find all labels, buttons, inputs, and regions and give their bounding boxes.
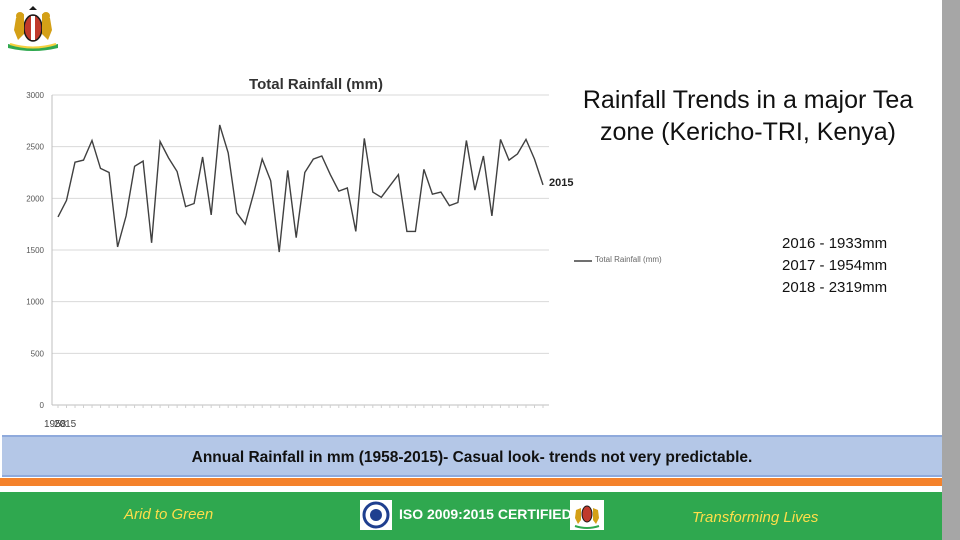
recent-rainfall-list: 2016 - 1933mm 2017 - 1954mm 2018 - 2319m… [782, 233, 887, 299]
footer-slogan-left: Arid to Green [124, 506, 214, 523]
footer-white-stripe [0, 486, 942, 492]
footer-iso-text: ISO 2009:2015 CERTIFIED [399, 506, 572, 522]
recent-rainfall-2017: 2017 - 1954mm [782, 257, 888, 274]
y-tick-2500: 2500 [26, 143, 44, 152]
chart-caption: Annual Rainfall in mm (1958-2015)- Casua… [191, 449, 753, 466]
x-tick-end: 2015 [54, 419, 77, 430]
slide-heading: Rainfall Trends in a major Tea zone (Ker… [582, 86, 914, 146]
y-tick-1000: 1000 [26, 298, 44, 307]
y-tick-0: 0 [40, 401, 45, 410]
right-edge-bar [942, 0, 960, 540]
line-end-label: 2015 [549, 177, 573, 189]
y-tick-1500: 1500 [26, 246, 44, 255]
footer-orange-stripe [0, 478, 942, 486]
y-tick-2000: 2000 [26, 194, 44, 203]
legend-label: Total Rainfall (mm) [595, 255, 662, 264]
recent-rainfall-2016: 2016 - 1933mm [782, 235, 888, 252]
kenya-coat-of-arms-icon [8, 6, 58, 51]
coat-of-arms-small-icon [570, 500, 604, 530]
x-tick-start: 1958 [44, 419, 67, 430]
footer-slogan-right: Transforming Lives [692, 509, 819, 526]
iso-badge-icon [360, 500, 392, 530]
series-line-total-rainfall [57, 124, 544, 253]
recent-rainfall-2018: 2018 - 2319mm [782, 279, 888, 296]
caption-bar: Annual Rainfall in mm (1958-2015)- Casua… [2, 435, 942, 477]
rainfall-line-chart: Total Rainfall (mm) 0 500 1000 1500 2000 2500… [26, 76, 592, 430]
chart-title: Total Rainfall (mm) [249, 76, 383, 93]
y-tick-500: 500 [31, 349, 45, 358]
y-tick-3000: 3000 [26, 91, 44, 100]
footer-bar: Arid to Green ISO 2009:2015 CERTIFIED Tr… [0, 492, 942, 540]
